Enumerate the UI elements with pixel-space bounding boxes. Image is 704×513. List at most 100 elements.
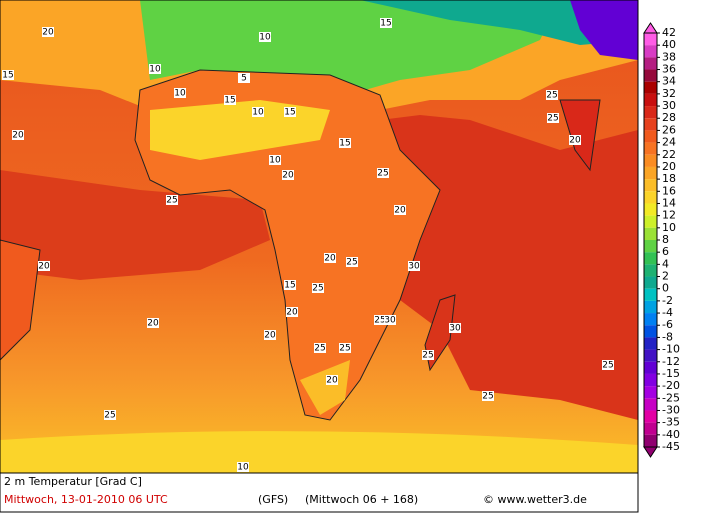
colorbar-segment — [644, 373, 657, 387]
colorbar-label: -20 — [662, 379, 680, 392]
label-box — [374, 315, 386, 325]
indian-ocean-warm — [380, 115, 638, 420]
contour-label: 20 — [38, 262, 50, 272]
colorbar-label: -15 — [662, 367, 680, 380]
label-box — [174, 88, 186, 98]
map-date: Mittwoch, 13-01-2010 06 UTC — [4, 493, 168, 506]
colorbar-label: -8 — [662, 330, 673, 343]
contour-label: 15 — [339, 139, 350, 149]
colorbar-segment — [644, 422, 657, 435]
colorbar-label: 42 — [662, 26, 676, 39]
contour-label: 25 — [602, 361, 613, 371]
colorbar-label: 2 — [662, 270, 669, 283]
colorbar-label: -2 — [662, 294, 673, 307]
colorbar-label: 6 — [662, 245, 669, 258]
contour-label: 15 — [284, 108, 295, 118]
colorbar-segment — [644, 252, 657, 265]
colorbar-label: -30 — [662, 403, 680, 416]
colorbar-label: -25 — [662, 391, 680, 404]
contour-label: 10 — [174, 89, 186, 99]
colorbar-segment — [644, 264, 657, 277]
label-box — [2, 70, 14, 80]
colorbar-segment — [644, 386, 657, 399]
atlantic-warm — [0, 170, 270, 280]
colorbar-segment — [644, 325, 657, 338]
colorbar-label: -4 — [662, 306, 673, 319]
colorbar-segment — [644, 166, 657, 180]
colorbar-segment — [644, 45, 657, 58]
label-box — [12, 130, 24, 140]
south-africa — [300, 360, 350, 415]
contour-label: 25 — [547, 114, 558, 124]
colorbar-label: 30 — [662, 99, 676, 112]
label-box — [252, 107, 264, 117]
colorbar-label: -6 — [662, 318, 673, 331]
contour-label: 25 — [377, 169, 388, 179]
contour-label: 30 — [408, 262, 420, 272]
colorbar-segment — [644, 313, 657, 326]
colorbar-label: 24 — [662, 136, 676, 149]
colorbar-label: 0 — [662, 282, 669, 295]
contour-label: 20 — [12, 131, 24, 141]
label-box — [339, 138, 351, 148]
contour-label: 20 — [264, 331, 276, 341]
south-america — [0, 239, 41, 361]
colorbar-segment — [644, 240, 657, 253]
colorbar-segment — [644, 410, 657, 423]
colorbar-segment — [644, 434, 657, 447]
colorbar-segment — [644, 69, 657, 82]
colorbar-label: 26 — [662, 123, 676, 136]
contour-label: 15 — [380, 19, 391, 29]
label-box — [546, 90, 558, 100]
label-box — [314, 343, 326, 353]
colorbar-segment — [644, 142, 657, 155]
colorbar-label: 32 — [662, 87, 676, 100]
contour-label: 25 — [314, 344, 325, 354]
contour-label: 10 — [252, 108, 264, 118]
southern-band — [0, 431, 638, 473]
label-box — [149, 64, 161, 74]
contour-label: 25 — [312, 284, 323, 294]
contour-label: 20 — [394, 206, 406, 216]
label-box — [380, 18, 392, 28]
contour-label: 25 — [104, 411, 115, 421]
label-box — [264, 330, 276, 340]
contour-label: 20 — [282, 171, 294, 181]
contour-label: 10 — [149, 65, 161, 75]
contour-label: 15 — [284, 281, 295, 291]
label-box — [224, 95, 236, 105]
contour-label: 10 — [269, 156, 281, 166]
colorbar-segment — [644, 106, 657, 119]
label-box — [147, 318, 159, 328]
colorbar-segment — [644, 227, 657, 240]
contour-label: 25 — [422, 351, 433, 361]
colorbar-segment — [644, 33, 657, 46]
label-box — [166, 195, 178, 205]
colorbar-segment — [644, 276, 657, 289]
label-box — [324, 253, 336, 263]
colorbar-segment — [644, 154, 657, 167]
north-cold — [360, 0, 638, 45]
label-box — [394, 205, 406, 215]
colorbar-label: 34 — [662, 75, 676, 88]
colorbar-label: 40 — [662, 38, 676, 51]
contour-label: 20 — [324, 254, 336, 264]
colorbar-label: 18 — [662, 172, 676, 185]
label-box — [238, 73, 250, 83]
colorbar-label: 14 — [662, 196, 676, 209]
colorbar-label: 28 — [662, 111, 676, 124]
colorbar-segment — [644, 361, 657, 374]
contour-label: 15 — [2, 71, 13, 81]
label-box — [42, 27, 54, 37]
colorbar-segment — [644, 398, 657, 411]
label-box — [384, 315, 396, 325]
contour-label: 15 — [224, 96, 235, 106]
label-box — [422, 350, 434, 360]
contour-label: 10 — [259, 33, 271, 43]
colorbar-label: 4 — [662, 257, 669, 270]
label-box — [547, 113, 559, 123]
label-box — [482, 391, 494, 401]
map-title: 2 m Temperatur [Grad C] — [4, 475, 142, 488]
colorbar-segment — [644, 215, 657, 228]
